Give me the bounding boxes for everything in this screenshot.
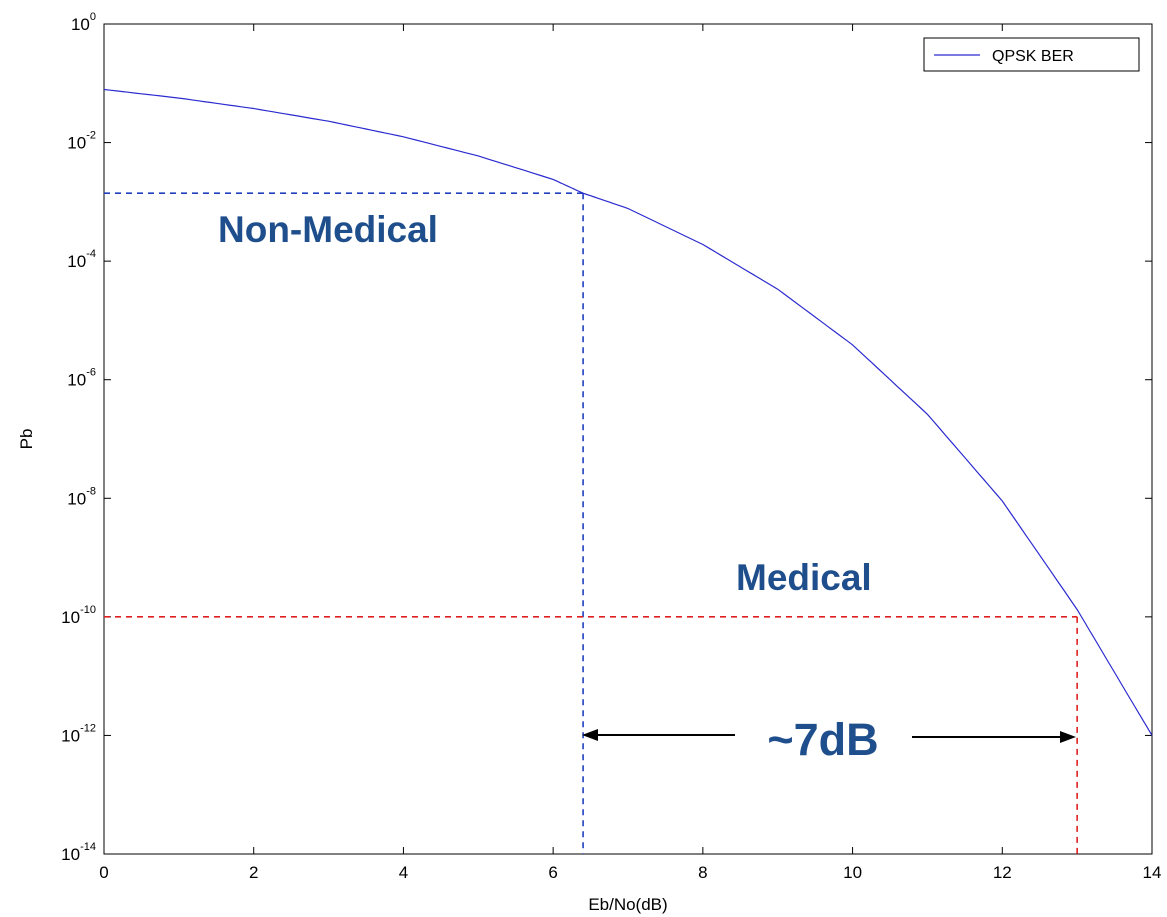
y-tick-label: 10-2 bbox=[67, 130, 96, 153]
y-tick-label: 10-4 bbox=[67, 248, 96, 271]
x-axis-ticks: 0 2 4 6 8 10 12 14 bbox=[99, 24, 1161, 882]
y-tick-label: 10-14 bbox=[61, 841, 96, 864]
series-line-qpsk-ber bbox=[103, 88, 1153, 736]
y-tick-label: 10-6 bbox=[67, 367, 96, 390]
gap-arrow bbox=[582, 729, 1076, 743]
x-tick-label: 14 bbox=[1143, 863, 1162, 882]
y-tick-label: 10-12 bbox=[61, 722, 96, 745]
reference-lines bbox=[104, 192, 1078, 854]
plot-area bbox=[103, 23, 1153, 855]
x-tick-label: 4 bbox=[399, 863, 408, 882]
series-layer bbox=[103, 88, 1153, 736]
x-tick-label: 10 bbox=[843, 863, 862, 882]
gap-arrow-left-head bbox=[582, 729, 598, 741]
legend-label-qpsk-ber: QPSK BER bbox=[992, 48, 1074, 65]
y-tick-label: 10-8 bbox=[67, 485, 96, 508]
annotation-gap: ~7dB bbox=[767, 714, 878, 765]
x-tick-label: 0 bbox=[99, 863, 108, 882]
y-tick-label: 10-10 bbox=[61, 604, 96, 627]
x-tick-label: 8 bbox=[698, 863, 707, 882]
gap-arrow-right-head bbox=[1060, 731, 1076, 743]
legend-box bbox=[923, 37, 1140, 72]
x-tick-label: 2 bbox=[249, 863, 258, 882]
annotation-non-medical: Non-Medical bbox=[218, 209, 438, 250]
legend: QPSK BER bbox=[923, 37, 1140, 72]
annotation-medical: Medical bbox=[736, 557, 872, 598]
x-axis-title: Eb/No(dB) bbox=[588, 895, 667, 914]
y-tick-label: 100 bbox=[71, 11, 96, 34]
y-axis-title: Pb bbox=[17, 429, 36, 450]
x-tick-label: 6 bbox=[548, 863, 557, 882]
y-axis-ticks: 100 10-2 10-4 10-6 10-8 10-10 10-12 10-14 bbox=[61, 11, 1152, 864]
x-tick-label: 12 bbox=[993, 863, 1012, 882]
